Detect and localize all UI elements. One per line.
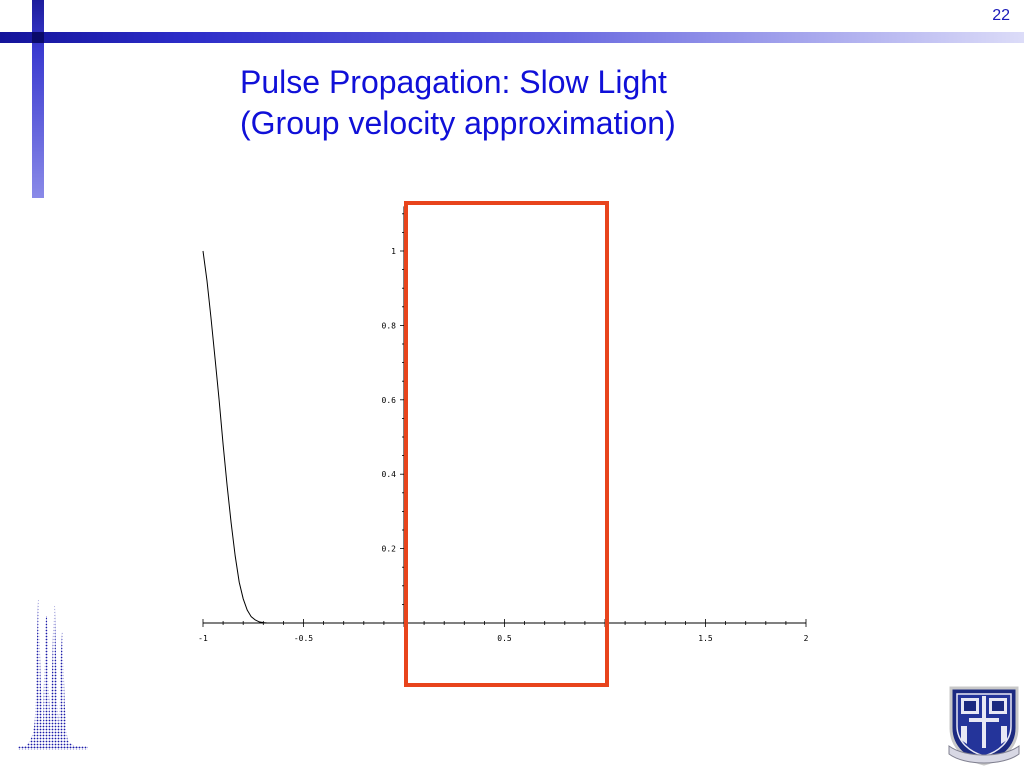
y-tick-label: 0.4 [382, 470, 397, 479]
pulse-curve [202, 250, 278, 624]
accent-bar-corner [32, 32, 44, 43]
slide-title-line-2: (Group velocity approximation) [240, 105, 676, 141]
university-seal-logo [948, 686, 1020, 766]
slide-title-line-1: Pulse Propagation: Slow Light [240, 64, 667, 100]
x-tick-label: 0.5 [497, 634, 512, 643]
x-tick-label: -1 [198, 634, 208, 643]
y-tick-label: 0.2 [382, 545, 397, 554]
accent-bar-horizontal [0, 32, 1024, 43]
plot-ticks [202, 213, 807, 627]
slide-title: Pulse Propagation: Slow Light (Group vel… [240, 62, 800, 144]
accent-bar-vertical [32, 0, 44, 198]
pulse-figure-icon [18, 600, 88, 750]
x-tick-label: -0.5 [294, 634, 313, 643]
plot-axes [203, 206, 806, 624]
plot-tick-labels: -1 -0.5 0.5 1.5 2 0.2 0.4 0.6 0.8 1 [198, 247, 808, 643]
medium-highlight-box [404, 201, 609, 687]
y-tick-label: 0.8 [382, 321, 397, 330]
x-tick-label: 1.5 [698, 634, 713, 643]
y-tick-label: 1 [391, 247, 396, 256]
slide-number: 22 [992, 7, 1010, 24]
x-tick-label: 2 [804, 634, 809, 643]
y-tick-label: 0.6 [382, 396, 397, 405]
